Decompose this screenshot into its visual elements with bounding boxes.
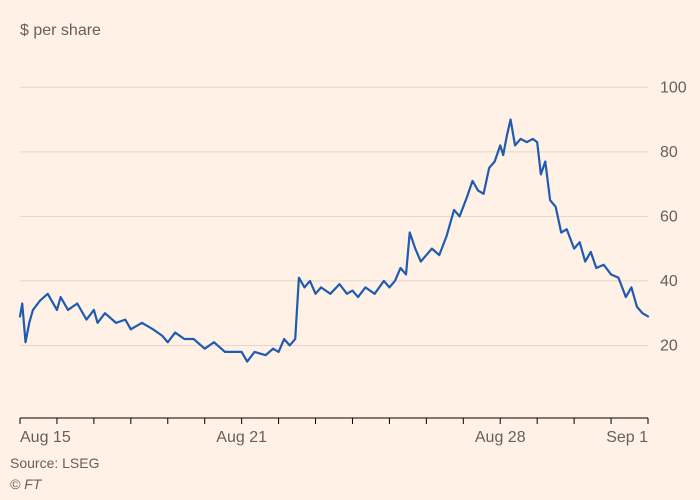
x-tick-label: Aug 28 <box>475 429 526 446</box>
price-line <box>20 120 648 362</box>
y-tick-label: 60 <box>660 208 678 225</box>
y-tick-label: 100 <box>660 79 687 96</box>
y-tick-label: 80 <box>660 144 678 161</box>
x-tick-label: Aug 15 <box>20 429 71 446</box>
y-tick-label: 40 <box>660 273 678 290</box>
chart-svg: 20 40 60 80 100 Aug 15 Aug 21 Aug 28 Sep 1 <box>0 0 700 500</box>
copyright-text: © FT <box>10 476 41 492</box>
x-tick-label: Sep 1 <box>606 429 648 446</box>
y-tick-label: 20 <box>660 337 678 354</box>
chart-container: { "chart": { "type": "line", "ylabel": "… <box>0 0 700 500</box>
source-text: Source: LSEG <box>10 455 100 471</box>
x-tick-label: Aug 21 <box>216 429 267 446</box>
